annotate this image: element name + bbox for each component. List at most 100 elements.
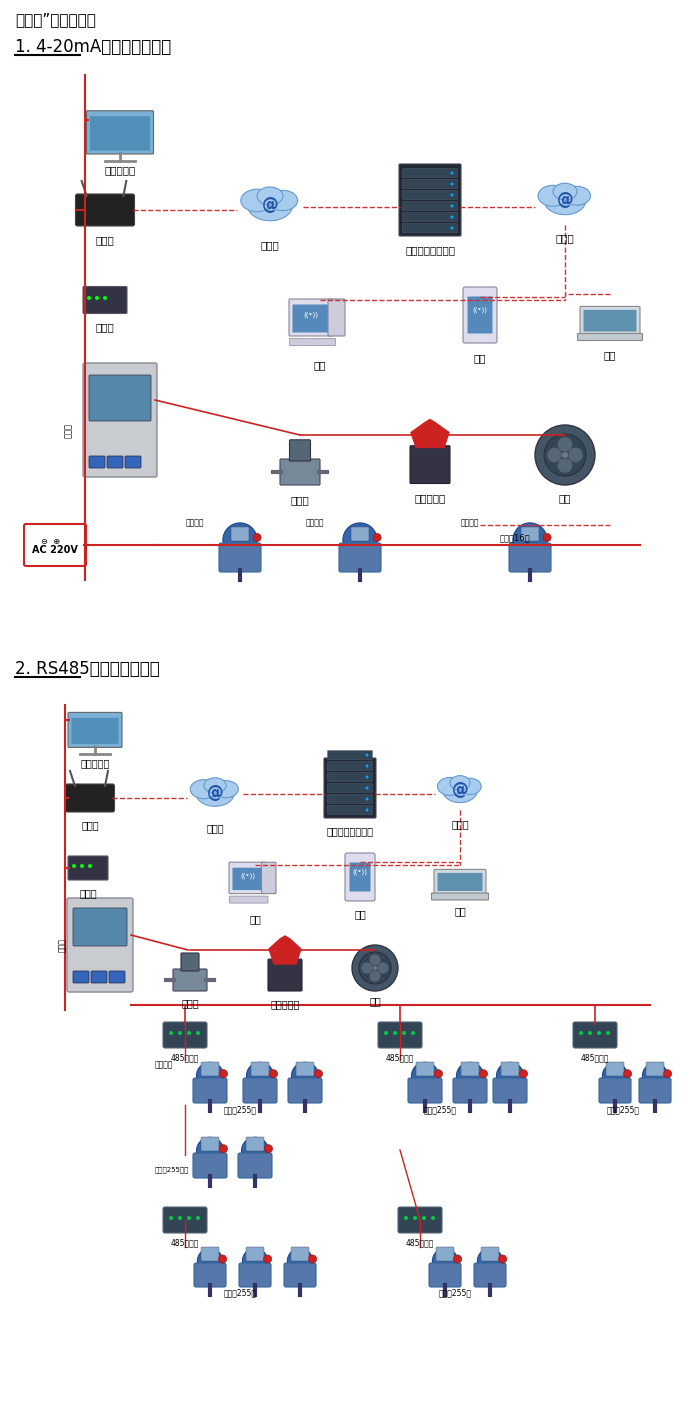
- Text: 单机版电脑: 单机版电脑: [104, 165, 136, 174]
- Circle shape: [412, 1062, 438, 1089]
- Circle shape: [365, 787, 368, 789]
- FancyBboxPatch shape: [89, 456, 105, 469]
- Text: 风机: 风机: [559, 492, 571, 502]
- FancyBboxPatch shape: [438, 872, 482, 891]
- Circle shape: [370, 971, 381, 982]
- Text: @: @: [452, 781, 468, 799]
- Ellipse shape: [241, 190, 273, 211]
- Text: 安帕尔网络服务器: 安帕尔网络服务器: [326, 826, 374, 836]
- FancyBboxPatch shape: [76, 194, 134, 227]
- Ellipse shape: [544, 186, 586, 215]
- Circle shape: [451, 215, 454, 218]
- Ellipse shape: [268, 190, 298, 211]
- FancyBboxPatch shape: [468, 297, 493, 333]
- Circle shape: [643, 1064, 668, 1089]
- Circle shape: [451, 194, 454, 197]
- FancyBboxPatch shape: [193, 1078, 227, 1103]
- Text: 转换器: 转换器: [96, 322, 114, 332]
- Circle shape: [454, 1255, 461, 1263]
- FancyBboxPatch shape: [431, 893, 489, 900]
- Text: 机气猫”系列报警器: 机气猫”系列报警器: [15, 13, 96, 27]
- Circle shape: [373, 533, 381, 542]
- FancyBboxPatch shape: [296, 1062, 314, 1076]
- Circle shape: [451, 183, 454, 186]
- FancyBboxPatch shape: [402, 224, 458, 232]
- Text: 声光报警器: 声光报警器: [270, 999, 300, 1009]
- Circle shape: [370, 954, 381, 965]
- FancyBboxPatch shape: [453, 1078, 487, 1103]
- FancyBboxPatch shape: [232, 868, 262, 891]
- Circle shape: [253, 533, 261, 542]
- Circle shape: [543, 533, 551, 542]
- FancyBboxPatch shape: [580, 307, 640, 335]
- Circle shape: [451, 172, 454, 174]
- FancyBboxPatch shape: [351, 528, 369, 542]
- Text: 转换器: 转换器: [79, 888, 97, 898]
- Circle shape: [431, 1216, 435, 1220]
- Circle shape: [241, 1137, 269, 1165]
- Ellipse shape: [458, 778, 482, 795]
- Circle shape: [288, 1248, 313, 1273]
- FancyBboxPatch shape: [66, 784, 115, 812]
- Circle shape: [579, 1031, 583, 1036]
- FancyBboxPatch shape: [219, 543, 261, 573]
- Text: 互联网: 互联网: [452, 819, 469, 829]
- Ellipse shape: [450, 775, 470, 789]
- Text: @: @: [262, 196, 279, 214]
- FancyBboxPatch shape: [402, 180, 458, 189]
- Circle shape: [352, 946, 398, 991]
- Circle shape: [588, 1031, 592, 1036]
- Circle shape: [456, 1062, 484, 1089]
- FancyBboxPatch shape: [398, 1207, 442, 1233]
- FancyBboxPatch shape: [107, 456, 123, 469]
- Text: ((•)): ((•)): [240, 872, 255, 879]
- Text: 可连接255台: 可连接255台: [223, 1287, 256, 1297]
- Circle shape: [404, 1216, 408, 1220]
- Text: 485中继器: 485中继器: [581, 1052, 609, 1062]
- Circle shape: [402, 1031, 406, 1036]
- Ellipse shape: [257, 187, 283, 205]
- Circle shape: [561, 452, 568, 459]
- Circle shape: [393, 1031, 397, 1036]
- Circle shape: [606, 1031, 610, 1036]
- Text: 手机: 手机: [354, 909, 366, 919]
- Ellipse shape: [442, 778, 477, 802]
- FancyBboxPatch shape: [243, 1078, 277, 1103]
- FancyBboxPatch shape: [230, 896, 268, 903]
- Circle shape: [95, 295, 99, 300]
- Circle shape: [557, 459, 573, 473]
- Circle shape: [557, 438, 573, 452]
- FancyBboxPatch shape: [399, 165, 461, 236]
- Circle shape: [265, 1145, 272, 1152]
- FancyBboxPatch shape: [606, 1062, 624, 1076]
- FancyBboxPatch shape: [646, 1062, 664, 1076]
- FancyBboxPatch shape: [90, 117, 150, 151]
- FancyBboxPatch shape: [584, 310, 636, 332]
- FancyBboxPatch shape: [280, 459, 320, 485]
- FancyBboxPatch shape: [71, 718, 118, 744]
- FancyBboxPatch shape: [599, 1078, 631, 1103]
- Text: 电脑: 电脑: [249, 915, 261, 924]
- FancyBboxPatch shape: [481, 1247, 499, 1261]
- Circle shape: [187, 1031, 191, 1036]
- Circle shape: [178, 1216, 182, 1220]
- Text: 风机: 风机: [369, 996, 381, 1006]
- Circle shape: [196, 1216, 200, 1220]
- Circle shape: [246, 1062, 274, 1089]
- FancyBboxPatch shape: [246, 1247, 264, 1261]
- Circle shape: [220, 1069, 228, 1078]
- FancyBboxPatch shape: [262, 862, 276, 893]
- Circle shape: [519, 1069, 528, 1078]
- Text: 电脑: 电脑: [314, 360, 326, 370]
- Circle shape: [365, 754, 368, 757]
- FancyBboxPatch shape: [290, 440, 311, 461]
- Circle shape: [242, 1248, 267, 1273]
- FancyBboxPatch shape: [436, 1247, 454, 1261]
- FancyBboxPatch shape: [402, 201, 458, 211]
- Circle shape: [597, 1031, 601, 1036]
- Text: 互联网: 互联网: [206, 823, 224, 833]
- FancyBboxPatch shape: [639, 1078, 671, 1103]
- FancyBboxPatch shape: [339, 543, 381, 573]
- Text: ((•)): ((•)): [304, 312, 318, 318]
- FancyBboxPatch shape: [410, 446, 450, 484]
